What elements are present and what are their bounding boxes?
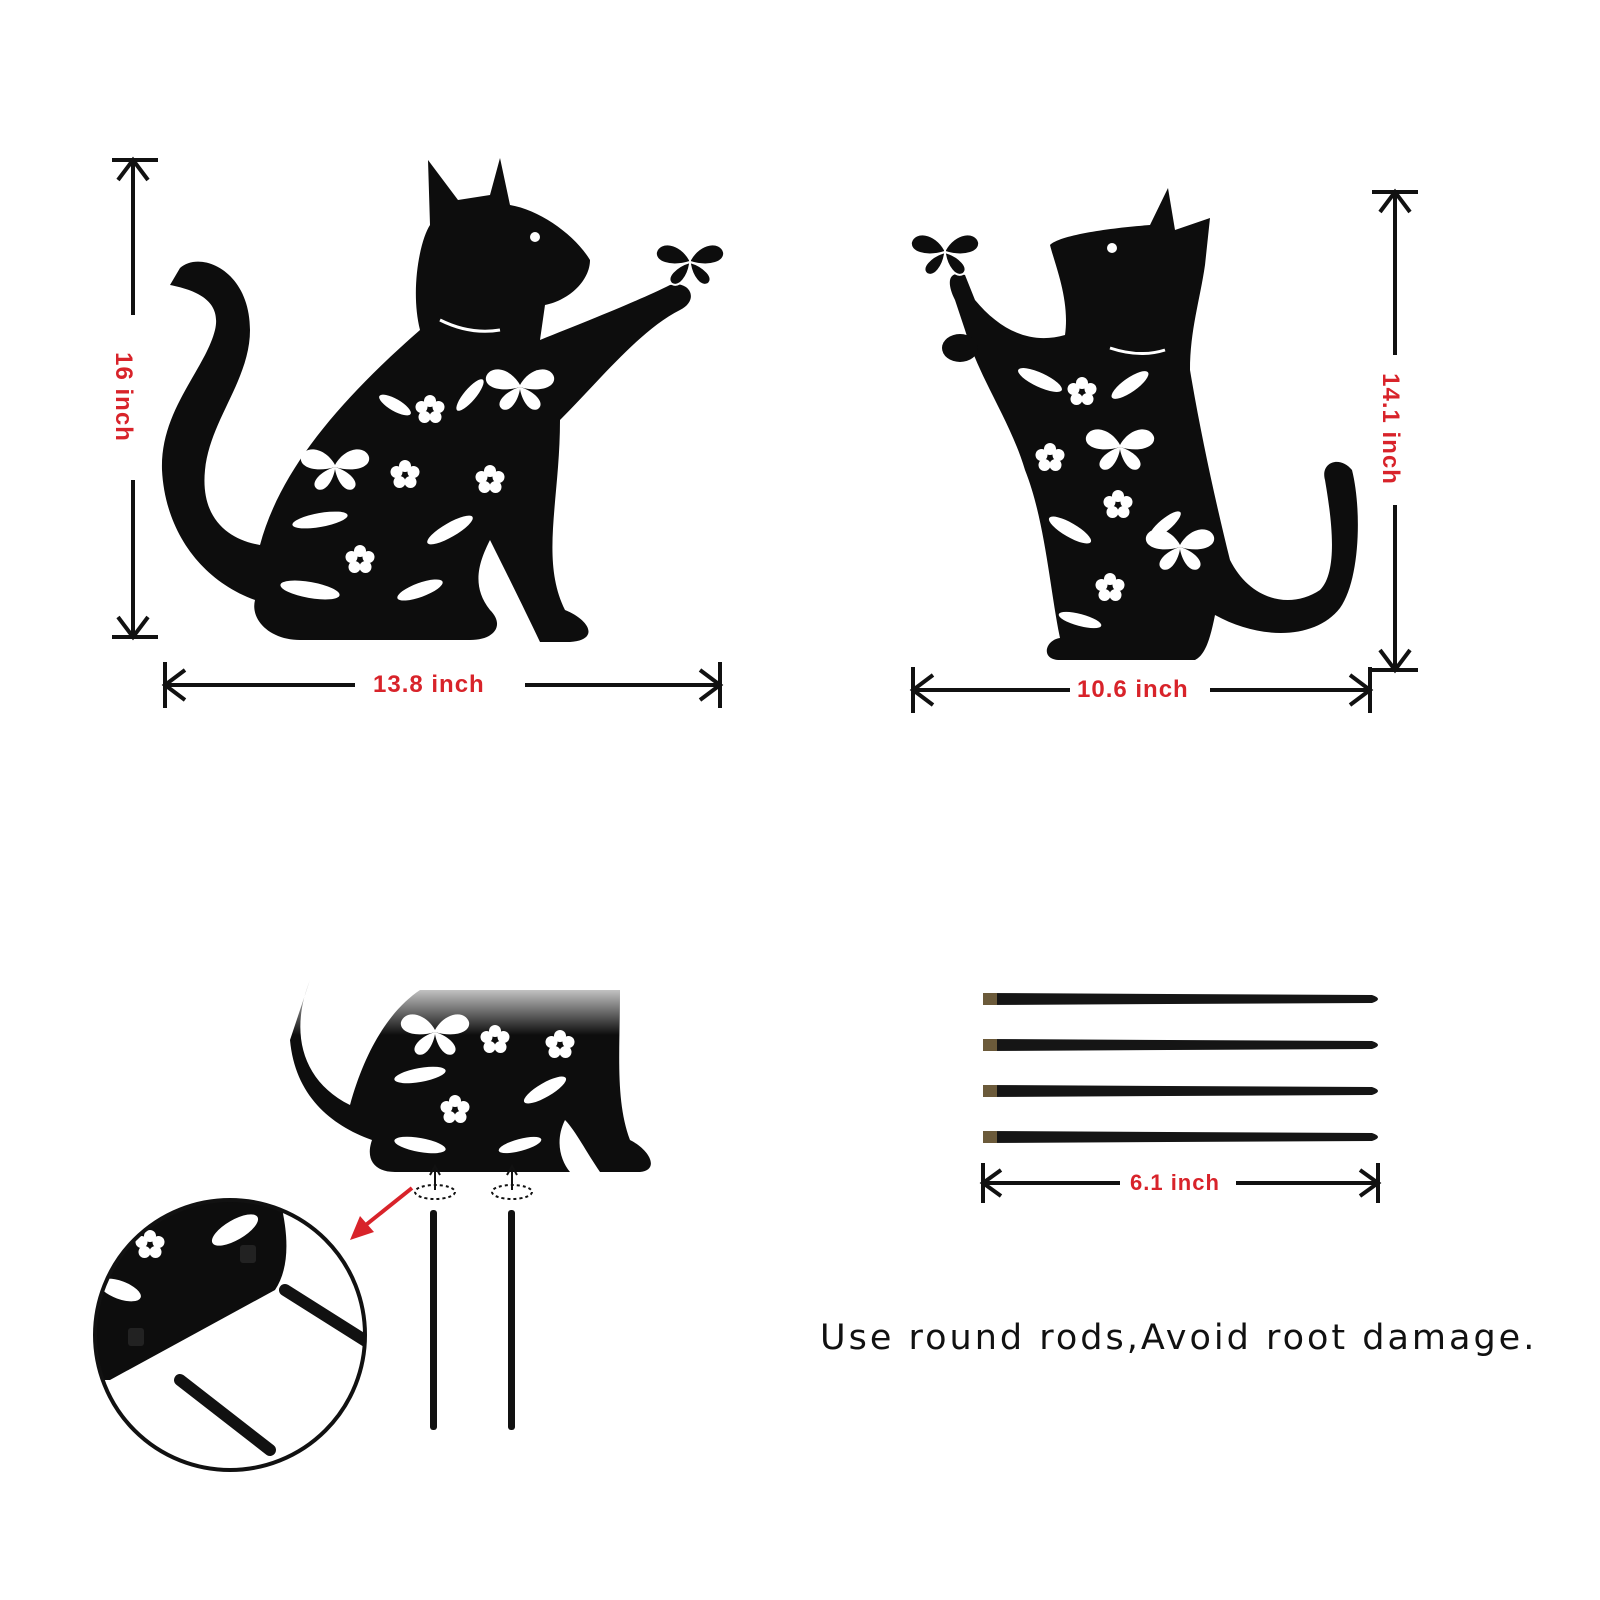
rods-group: [983, 993, 1378, 1143]
butterfly-1-icon: [654, 243, 726, 286]
cat2-width-label: 10.6 inch: [1077, 676, 1189, 704]
cat1-dimension-lines: [112, 156, 724, 708]
rod-dimension-lines: [979, 1163, 1382, 1203]
zoom-detail-circle: [93, 1198, 367, 1472]
cat-sitting-cutouts: [280, 232, 555, 601]
red-pointer-arrow: [350, 1186, 414, 1240]
install-rods: [430, 1210, 515, 1430]
cat1-width-label: 13.8 inch: [373, 671, 485, 699]
stake-rod: [983, 1085, 1378, 1097]
rotation-arrows: [414, 1163, 533, 1200]
cat-standing-silhouette: [942, 188, 1358, 660]
butterfly-2-icon: [909, 233, 981, 276]
cat-standing-cutouts: [1018, 243, 1215, 629]
cat1-height-label: 16 inch: [108, 352, 137, 442]
fade-overlay: [280, 975, 640, 1035]
cat-lower-body-cutouts: [394, 1014, 575, 1154]
rod-length-label: 6.1 inch: [1130, 1170, 1220, 1196]
instruction-caption: Use round rods,Avoid root damage.: [820, 1318, 1538, 1358]
stake-rod: [983, 1039, 1378, 1051]
stake-rod: [983, 993, 1378, 1005]
cat2-height-label: 14.1 inch: [1375, 373, 1404, 485]
cat2-dimension-lines: [909, 188, 1418, 713]
stake-rod: [983, 1131, 1378, 1143]
